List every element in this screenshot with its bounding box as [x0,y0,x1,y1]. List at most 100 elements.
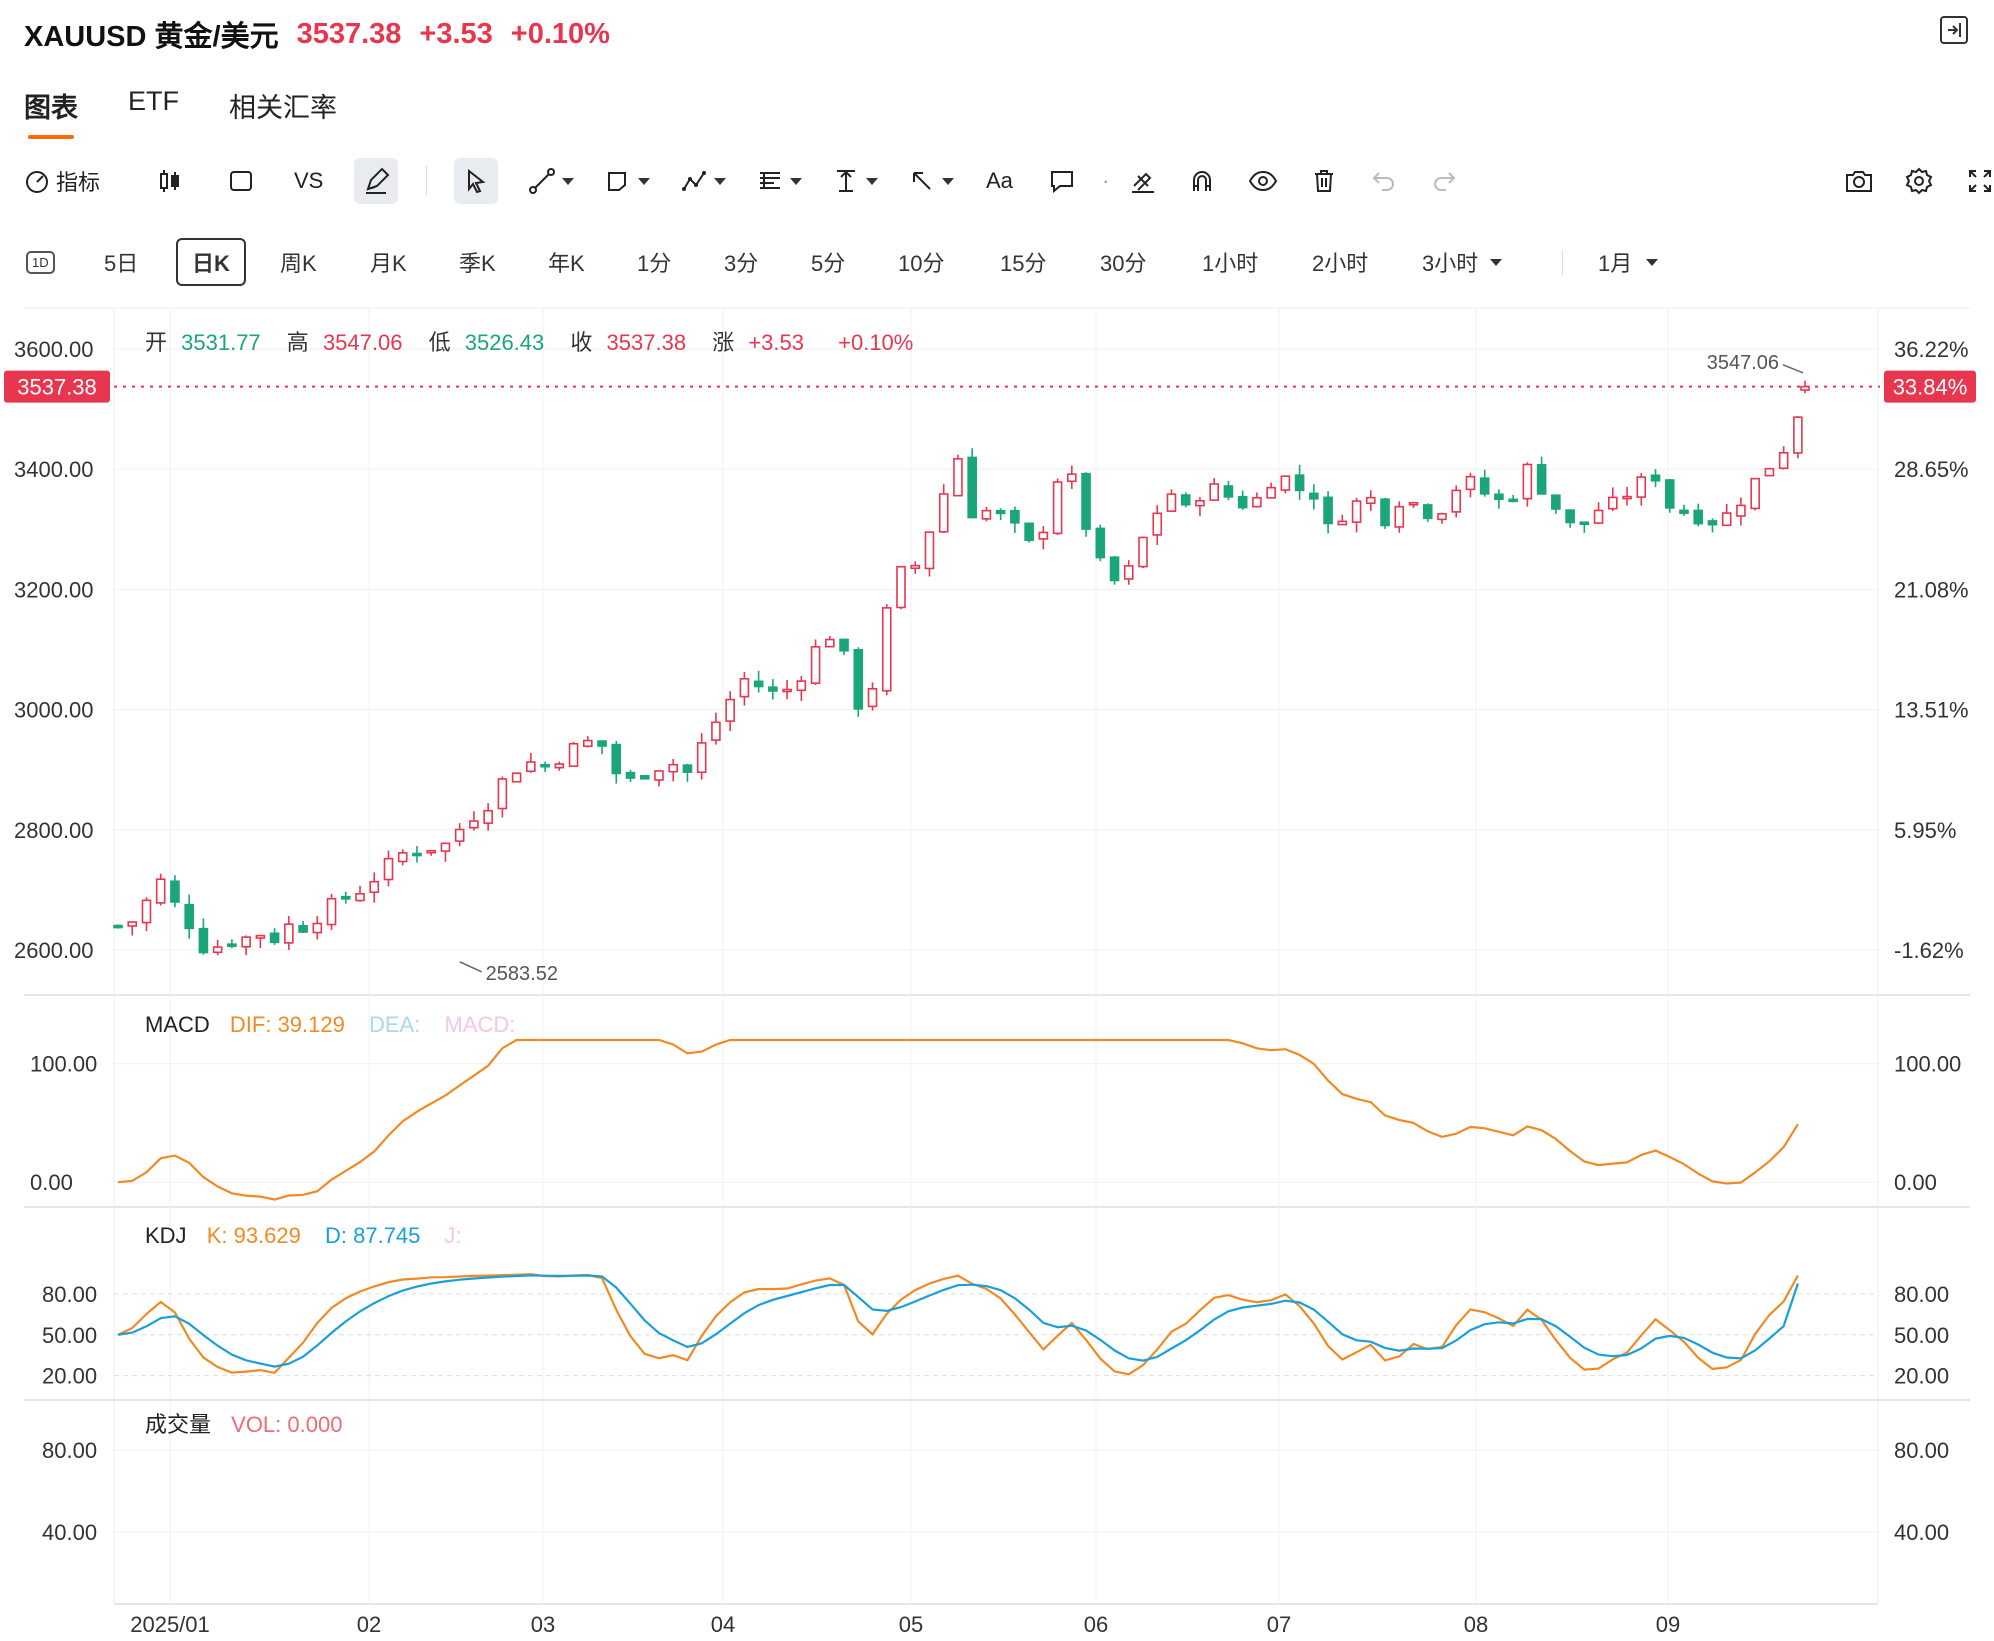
line-tool-icon[interactable] [528,158,574,204]
candle-body [383,857,394,881]
pct-tick-label: 5.95% [1894,818,1956,843]
macd-dif-line [117,1038,1799,1201]
candle-body [227,943,237,947]
close-value: 3537.38 [607,330,687,355]
comment-icon[interactable] [1048,158,1076,204]
redo-icon[interactable] [1430,158,1458,204]
time-tick-label: 09 [1656,1612,1680,1636]
candle-body [1180,494,1191,506]
period-3m[interactable]: 3分 [724,251,759,276]
kdj-tick-label: 50.00 [42,1323,97,1348]
candle-body [1237,495,1248,509]
candle-body [1522,463,1533,500]
period-daily[interactable]: 日K [176,238,246,286]
chevron-down-icon [562,177,574,185]
open-label: 开 [145,330,167,355]
candle-body [1451,489,1462,513]
period-2h[interactable]: 2小时 [1312,251,1369,276]
candle-style-icon[interactable] [156,158,184,204]
undo-icon[interactable] [1370,158,1398,204]
layout-icon[interactable] [228,158,254,204]
candle-body [412,852,422,857]
candle-body [1052,481,1063,535]
tab-chart[interactable]: 图表 [24,86,78,139]
main-tabs: 图表 ETF 相关汇率 [24,86,337,139]
draw-pen-icon[interactable] [354,158,398,204]
candle-body [725,698,735,722]
period-5m[interactable]: 5分 [811,251,846,276]
candle-body [1551,494,1561,510]
tab-related-fx[interactable]: 相关汇率 [229,93,337,123]
compare-button[interactable]: VS [294,168,324,193]
period-5d[interactable]: 5日 [104,251,139,276]
high-value: 3547.06 [323,330,403,355]
candle-body [554,763,565,769]
cursor-icon[interactable] [454,158,498,204]
macd-dif-value: DIF: 39.129 [230,1012,345,1037]
candlestick-series[interactable] [113,380,1810,956]
candle-body [1223,485,1234,498]
volume-axis: 80.00 80.00 40.00 40.00 [42,1438,1949,1545]
candle-body [1664,479,1675,509]
price-tick-label: 3400.00 [14,457,94,482]
candle-body [155,878,166,904]
screenshot-icon[interactable] [1844,158,1874,204]
max-leader-line [1782,364,1804,374]
text-tool[interactable]: Aa [986,168,1013,193]
close-label: 收 [570,330,592,355]
period-monthly[interactable]: 月K [370,251,407,276]
period-10m[interactable]: 10分 [898,251,945,276]
ohlc-bar: 开 3531.77 高 3547.06 低 3526.43 收 3537.38 … [145,330,913,355]
collapse-panel-icon[interactable] [1940,16,1968,44]
period-1d[interactable]: 1D [26,250,55,274]
kdj-k-line [117,1273,1799,1376]
measure-tool-icon[interactable] [832,158,878,204]
candle-body [568,742,579,767]
range-selector[interactable]: 1月 [1598,238,1659,286]
indicators-label: 指标 [56,170,101,195]
magnet-icon[interactable] [1188,158,1216,204]
arrow-tool-icon[interactable] [908,158,954,204]
candle-body [440,842,451,852]
chevron-down-icon [714,177,726,185]
candle-body [938,493,949,533]
candle-body [639,774,650,780]
candle-body [355,893,365,902]
current-price-label: 3537.38 [17,375,97,400]
candle-body [127,921,138,927]
tab-etf[interactable]: ETF [128,86,179,116]
candle-body [995,509,1006,515]
candle-body [369,880,380,894]
fullscreen-icon[interactable] [1966,158,1994,204]
period-30m[interactable]: 30分 [1100,251,1147,276]
fibonacci-tool-icon[interactable] [756,158,802,204]
candle-body [312,922,323,934]
candle-body [1622,495,1632,500]
period-quarterly[interactable]: 季K [459,251,496,276]
candle-body [1707,520,1718,526]
period-yearly[interactable]: 年K [548,251,585,276]
eraser-icon[interactable] [1128,158,1158,204]
visibility-icon[interactable] [1248,158,1278,204]
trash-icon[interactable] [1310,158,1338,204]
period-3h[interactable]: 3小时 [1422,238,1503,286]
time-tick-label: 07 [1267,1612,1291,1636]
period-weekly[interactable]: 周K [280,251,317,276]
candle-body [625,771,636,779]
settings-gear-icon[interactable] [1904,158,1934,204]
vertical-grid [169,308,1669,1604]
candle-body [711,721,721,741]
period-1m[interactable]: 1分 [637,251,672,276]
indicators-button[interactable]: 指标 [24,158,100,204]
period-1h[interactable]: 1小时 [1202,251,1259,276]
period-15m[interactable]: 15分 [1000,251,1047,276]
macd-tick-label: 100.00 [30,1052,97,1077]
shape-tool-icon[interactable] [604,158,650,204]
candle-body [924,531,935,570]
price-change-pct: +0.10% [510,17,610,50]
candle-body [1351,500,1362,523]
pattern-tool-icon[interactable] [680,158,726,204]
min-leader-line [459,961,482,973]
